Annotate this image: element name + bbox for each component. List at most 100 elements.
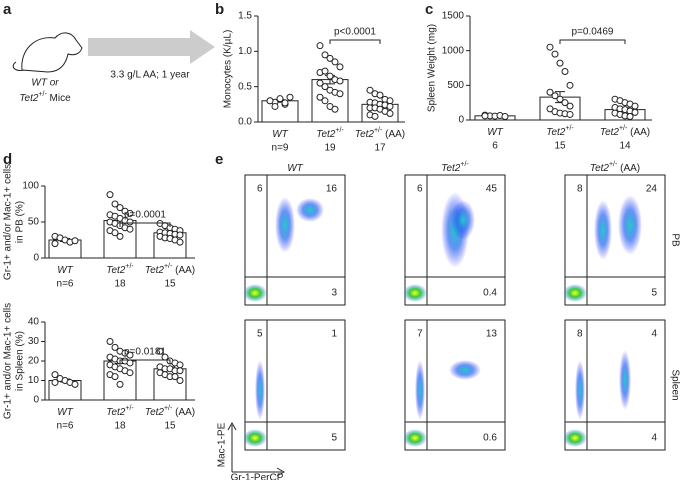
data-point	[126, 359, 134, 367]
flow-cluster	[618, 195, 642, 255]
flow-plot	[564, 174, 666, 306]
data-point	[126, 351, 134, 359]
y-tick-label: 0.0	[238, 117, 252, 128]
data-point	[631, 102, 639, 110]
panel-label: a	[3, 1, 12, 18]
data-point	[51, 378, 59, 386]
n-label: 19	[324, 143, 336, 154]
panel-e-axes	[227, 421, 286, 477]
y-tick-label: 100	[22, 181, 39, 192]
bar	[311, 79, 349, 123]
label: WT	[487, 127, 503, 138]
label: WT	[57, 407, 73, 418]
data-point	[116, 232, 124, 240]
label-sup: +/-	[164, 263, 173, 270]
y-tick-label: 20	[28, 356, 40, 367]
quadrant-value: 13	[486, 329, 498, 340]
significance-bracket	[119, 222, 171, 227]
data-point	[276, 95, 284, 103]
data-point	[336, 90, 344, 98]
label-base: WT	[57, 407, 73, 418]
label-sup: +/-	[374, 127, 383, 134]
quadrant-value: 6	[417, 184, 423, 195]
bar	[261, 100, 299, 123]
n-label: 6	[492, 141, 498, 152]
n-label: n=6	[57, 421, 74, 432]
label-sup: +/-	[125, 405, 134, 412]
label: WT	[287, 163, 303, 174]
n-label: 18	[114, 421, 126, 432]
data-point	[171, 373, 179, 381]
data-point	[51, 371, 59, 379]
flow-cluster	[594, 200, 612, 260]
quadrant-value: 5	[331, 433, 337, 444]
flow-cluster	[243, 429, 267, 447]
flow-cluster	[403, 429, 427, 447]
label-base: Tet2	[590, 163, 610, 174]
label-suffix: (AA)	[172, 265, 195, 276]
n-label: 17	[374, 143, 386, 154]
data-point	[176, 377, 184, 384]
y-tick-label: 1000	[442, 45, 465, 56]
data-point	[631, 108, 639, 116]
label-base: Tet2	[145, 265, 165, 276]
quadrant-value: 16	[326, 184, 338, 195]
significance-bracket	[119, 359, 171, 364]
data-point	[126, 209, 134, 217]
panel-label: b	[215, 1, 224, 18]
n-label: n=9	[272, 143, 289, 154]
data-point	[556, 59, 564, 67]
label-sup: +/-	[164, 405, 173, 412]
data-point	[501, 113, 509, 121]
label: Tet2+/-	[441, 161, 469, 174]
flow-cluster	[563, 429, 587, 447]
panel-label: c	[425, 1, 433, 18]
label-sup: +/-	[609, 161, 618, 168]
flow-cluster	[563, 284, 587, 302]
significance-bracket	[559, 39, 626, 44]
data-point	[266, 97, 274, 105]
label-suffix: (AA)	[382, 129, 405, 140]
data-point	[481, 112, 489, 120]
data-point	[51, 240, 59, 248]
y-tick-label: 40	[28, 317, 40, 328]
data-point	[111, 373, 119, 381]
flow-cluster	[619, 350, 631, 410]
y-axis-label: Gr-1+ and/or Mac-1+ cells	[3, 164, 14, 280]
quadrant-value: 4	[651, 329, 657, 340]
y-tick-label: 0	[458, 115, 464, 126]
label: Tet2+/- Mice	[19, 91, 71, 104]
quadrant-value: 7	[417, 329, 423, 340]
label: Tet2+/- (AA)	[355, 127, 405, 140]
data-point	[111, 343, 119, 351]
data-point	[626, 113, 634, 121]
label-base: Tet2	[355, 129, 375, 140]
y-axis-label: in PB (%)	[15, 201, 26, 243]
data-point	[271, 102, 279, 110]
arrow	[88, 30, 215, 64]
data-point	[156, 347, 164, 355]
label: Tet2+/-	[106, 405, 134, 418]
y-tick-label: 0	[33, 253, 39, 264]
data-point	[176, 367, 184, 375]
flow-cluster	[296, 198, 324, 222]
y-tick-label: 1.5	[238, 11, 252, 22]
flow-plot	[244, 174, 346, 306]
data-point	[551, 92, 559, 100]
n-label: 18	[114, 279, 126, 290]
subject: WT or	[31, 78, 59, 89]
data-point	[546, 43, 554, 51]
y-axis-label: Spleen Weight (mg)	[427, 24, 438, 112]
data-point	[551, 50, 559, 58]
p-value: p=0.0469	[572, 27, 614, 38]
data-point	[321, 67, 329, 75]
quadrant-value: 5	[651, 288, 657, 299]
n-label: 15	[554, 141, 566, 152]
quadrant-value: 0.4	[483, 288, 497, 299]
significance-bracket	[329, 39, 381, 44]
data-point	[371, 112, 379, 120]
y-axis-label: in Spleen (%)	[15, 331, 26, 391]
data-point	[71, 380, 79, 388]
panel-label: e	[215, 151, 223, 168]
